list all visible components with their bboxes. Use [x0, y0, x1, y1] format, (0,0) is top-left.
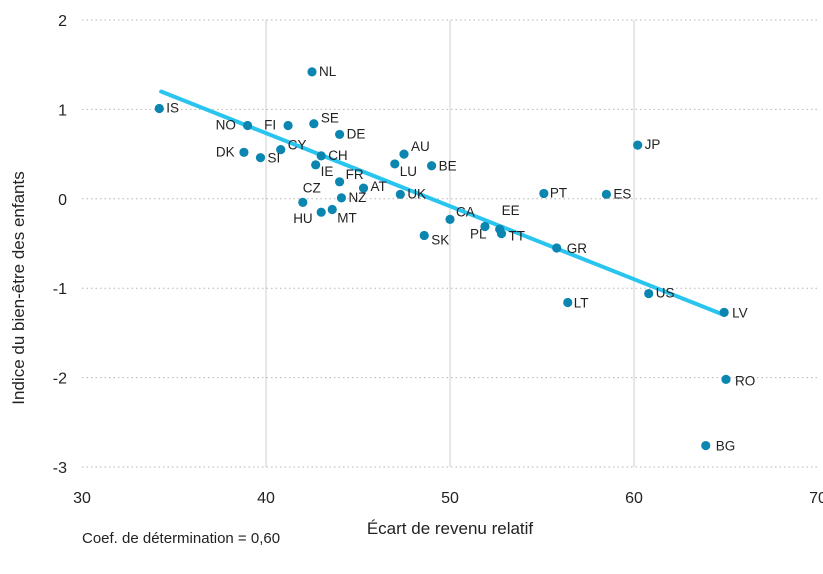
point-label-pl: PL	[470, 227, 487, 242]
point-cz	[298, 197, 308, 207]
point-label-lt: LT	[574, 296, 589, 311]
points-group: NL IS NO FI SE DE CY DK SI CH AU IE LU BE FR AT CZ NZ UK HU…	[154, 64, 755, 454]
point-label-gr: GR	[567, 241, 588, 256]
point-gr	[552, 243, 562, 253]
point-jp	[633, 140, 643, 150]
point-label-uk: UK	[407, 186, 426, 201]
point-si	[255, 153, 266, 163]
point-nl	[307, 67, 317, 77]
trendline-group	[159, 89, 727, 318]
point-nz	[336, 193, 347, 203]
point-label-hu: HU	[293, 211, 313, 226]
point-label-us: US	[656, 286, 675, 301]
point-dk	[239, 147, 249, 157]
point-label-lv: LV	[732, 305, 748, 320]
point-label-si: SI	[267, 151, 280, 166]
point-label-bg: BG	[716, 439, 736, 454]
point-label-dk: DK	[216, 144, 235, 159]
point-hu	[316, 207, 326, 217]
point-mt	[327, 204, 337, 215]
point-fi	[283, 120, 293, 131]
point-label-mt: MT	[337, 211, 357, 226]
point-is	[154, 103, 164, 114]
point-fr	[335, 177, 345, 187]
point-label-tt: TT	[509, 229, 526, 244]
point-label-is: IS	[166, 101, 179, 116]
point-ie	[311, 160, 321, 170]
point-label-ro: RO	[735, 373, 755, 388]
point-label-ca: CA	[456, 204, 475, 219]
y-tick-label: 0	[58, 192, 67, 209]
point-label-sk: SK	[431, 232, 449, 247]
point-pt	[539, 188, 549, 199]
determination-note: Coef. de détermination = 0,60	[82, 530, 281, 547]
point-at	[358, 183, 369, 193]
point-pl	[480, 221, 490, 232]
point-lv	[719, 307, 729, 317]
point-ro	[721, 374, 731, 384]
point-bg	[701, 440, 711, 451]
grid	[82, 19, 818, 468]
point-label-at: AT	[371, 179, 387, 194]
point-label-fi: FI	[264, 117, 276, 132]
point-label-be: BE	[439, 159, 457, 174]
point-es	[601, 189, 612, 199]
point-label-lu: LU	[400, 164, 417, 179]
x-tick-label: 30	[73, 490, 91, 507]
point-label-au: AU	[411, 139, 430, 154]
x-tick-label: 60	[625, 490, 643, 507]
y-tick-label: -2	[53, 371, 67, 388]
point-lt	[563, 297, 573, 308]
y-tick-label: -1	[53, 281, 67, 298]
point-label-cz: CZ	[303, 180, 321, 195]
point-be	[427, 161, 437, 171]
point-label-fr: FR	[346, 167, 364, 182]
point-cy	[276, 145, 286, 155]
x-tick-label: 40	[257, 490, 275, 507]
point-ch	[316, 151, 326, 161]
point-label-es: ES	[613, 186, 631, 201]
x-tick-label: 70	[809, 490, 823, 507]
point-lu	[390, 159, 400, 169]
point-label-jp: JP	[645, 137, 661, 152]
point-label-nl: NL	[319, 64, 337, 79]
tick-labels: 2 1 0 -1 -2 -3 30 40 50 60 70	[53, 13, 823, 507]
point-label-pt: PT	[550, 185, 567, 200]
point-se	[309, 119, 319, 129]
point-ca	[445, 214, 455, 224]
point-label-cy: CY	[288, 138, 307, 153]
point-label-no: NO	[216, 117, 236, 132]
point-us	[644, 288, 654, 299]
x-axis-title: Écart de revenu relatif	[367, 519, 534, 538]
point-sk	[419, 230, 429, 241]
point-label-se: SE	[321, 111, 339, 126]
y-tick-label: 1	[58, 102, 67, 119]
point-label-ee: EE	[502, 203, 520, 218]
point-label-ch: CH	[328, 148, 348, 163]
y-tick-label: 2	[58, 13, 67, 30]
point-label-de: DE	[347, 126, 366, 141]
point-uk	[395, 189, 405, 199]
point-de	[335, 129, 345, 140]
x-tick-label: 50	[441, 490, 459, 507]
trendline	[159, 89, 727, 318]
point-no	[243, 120, 253, 131]
point-au	[399, 149, 409, 159]
y-axis-title: Indice du bien-être des enfants	[9, 171, 28, 404]
y-tick-label: -3	[53, 460, 67, 477]
point-tt	[496, 229, 507, 239]
point-label-ie: IE	[321, 164, 334, 179]
point-label-nz: NZ	[348, 190, 366, 205]
